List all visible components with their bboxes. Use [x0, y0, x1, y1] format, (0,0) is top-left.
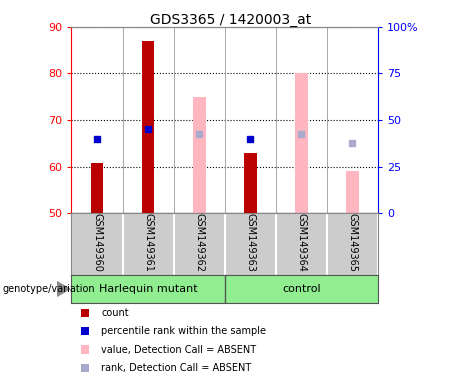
Text: GDS3365 / 1420003_at: GDS3365 / 1420003_at	[150, 13, 311, 27]
Text: GSM149363: GSM149363	[245, 213, 255, 272]
Text: GSM149361: GSM149361	[143, 213, 153, 272]
Bar	[142, 41, 154, 213]
Bar	[346, 171, 359, 213]
Polygon shape	[57, 281, 70, 296]
Bar	[91, 163, 103, 213]
Text: value, Detection Call = ABSENT: value, Detection Call = ABSENT	[101, 344, 256, 354]
Text: count: count	[101, 308, 129, 318]
Text: genotype/variation: genotype/variation	[2, 284, 95, 294]
Text: percentile rank within the sample: percentile rank within the sample	[101, 326, 266, 336]
Text: Harlequin mutant: Harlequin mutant	[99, 284, 197, 294]
Text: control: control	[282, 284, 321, 294]
Text: GSM149364: GSM149364	[296, 213, 307, 272]
Bar	[295, 73, 308, 213]
Text: rank, Detection Call = ABSENT: rank, Detection Call = ABSENT	[101, 363, 252, 373]
Bar	[193, 97, 206, 213]
Text: GSM149360: GSM149360	[92, 213, 102, 272]
Bar	[244, 152, 257, 213]
Text: GSM149362: GSM149362	[194, 213, 204, 272]
Text: GSM149365: GSM149365	[348, 213, 357, 272]
